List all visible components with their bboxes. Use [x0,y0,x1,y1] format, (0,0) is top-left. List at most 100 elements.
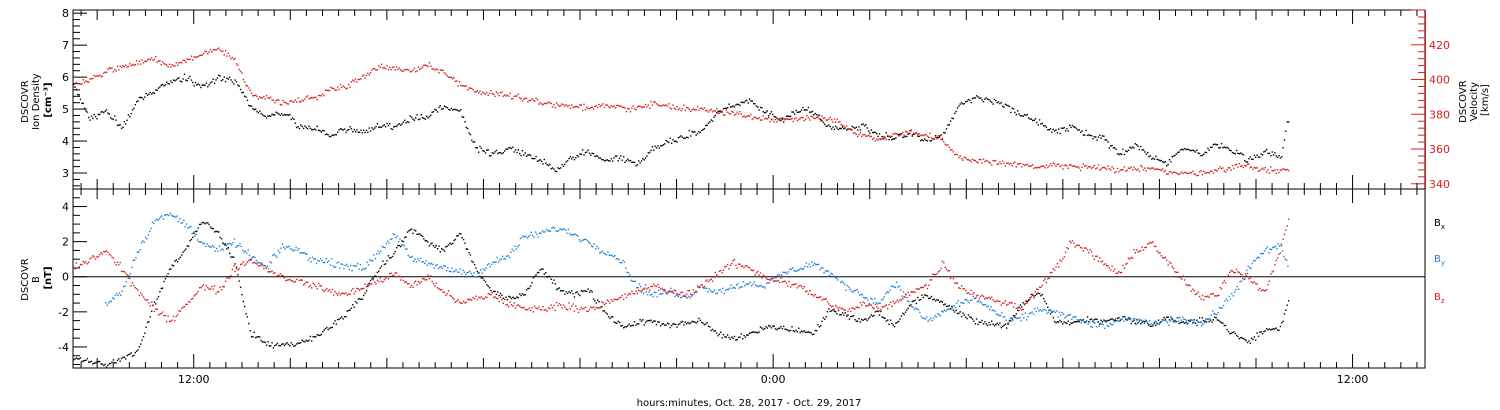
density-point [237,85,238,86]
bz-point [1140,250,1141,251]
bx-point [163,281,164,282]
velocity-point [1232,165,1233,166]
density-point [746,100,747,101]
bx-point [812,334,813,335]
bx-point [1255,340,1256,341]
bx-point [635,324,636,325]
bx-point [713,330,714,331]
velocity-point [296,101,297,102]
velocity-point [1250,167,1251,168]
bz-point [256,263,257,264]
density-point [1200,155,1201,156]
velocity-point [429,62,430,63]
bz-point [754,274,755,275]
bz-point [407,283,408,284]
density-point [559,168,560,169]
density-point [682,137,683,138]
bx-point [633,325,634,326]
density-point [259,111,260,112]
velocity-point [352,80,353,81]
density-point [973,97,974,98]
density-point [1266,149,1267,150]
bx-point [691,321,692,322]
bx-point [724,336,725,337]
velocity-point [1021,166,1022,167]
bz-point [990,298,991,299]
by-point [785,272,786,273]
bx-point [1105,320,1106,321]
by-point [1056,310,1057,311]
bx-point [1106,320,1107,321]
velocity-point [722,111,723,112]
bx-point [318,335,319,336]
bx-point [953,310,954,311]
bz-point [111,257,112,258]
bx-point [514,298,515,299]
bz-point [676,293,677,294]
velocity-point [1113,168,1114,169]
density-point [979,98,980,99]
bx-point [150,316,151,317]
bz-point [1176,272,1177,273]
bz-point [1224,280,1225,281]
density-point [646,155,647,156]
by-point [1131,321,1132,322]
bz-point [1005,300,1006,301]
density-point [927,140,928,141]
by-point [547,230,548,231]
density-point [170,80,171,81]
bx-point [217,231,218,232]
bx-point [964,314,965,315]
density-point [664,143,665,144]
by-point [524,236,525,237]
bx-point [646,320,647,321]
velocity-point [800,118,801,119]
bz-point [481,296,482,297]
bz-point [916,288,917,289]
velocity-tick-label: 400 [1429,74,1450,87]
by-point [310,261,311,262]
density-point [693,132,694,133]
bz-point [124,271,125,272]
density-point [122,127,123,128]
bx-point [1215,317,1216,318]
velocity-point [204,51,205,52]
bz-point [362,288,363,289]
density-point [672,139,673,140]
bz-point [453,299,454,300]
bz-point [587,311,588,312]
velocity-point [106,72,107,73]
bz-point [296,279,297,280]
density-point [1068,130,1069,131]
density-point [329,136,330,137]
velocity-point [977,162,978,163]
bz-point [1177,272,1178,273]
bx-point [463,239,464,240]
velocity-point [1195,174,1196,175]
velocity-point [504,94,505,95]
by-point [208,245,209,246]
bx-point [705,323,706,324]
velocity-point [512,98,513,99]
bz-point [901,299,902,300]
density-point [73,84,74,85]
density-point [679,136,680,137]
velocity-point [991,164,992,165]
by-point [889,290,890,291]
density-point [877,136,878,137]
velocity-point [384,67,385,68]
by-point [988,305,989,306]
bx-point [939,301,940,302]
by-point [135,257,136,258]
density-point [1049,129,1050,130]
bx-point [1107,320,1108,321]
by-point [1078,320,1079,321]
bz-point [518,304,519,305]
by-point [439,267,440,268]
density-point [105,111,106,112]
density-point [321,131,322,132]
bz-point [456,300,457,301]
by-point [826,271,827,272]
bz-point [418,281,419,282]
velocity-point [845,127,846,128]
